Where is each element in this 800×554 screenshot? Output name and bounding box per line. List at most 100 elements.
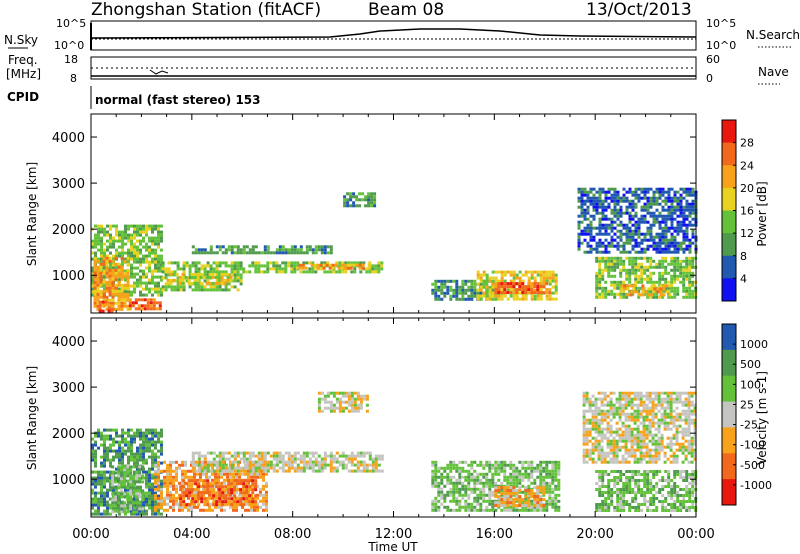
data-cell [91,452,94,456]
data-cell [100,251,103,255]
data-cell [245,451,249,455]
data-cell [491,294,495,298]
data-cell [212,494,216,498]
data-cell [661,274,665,278]
data-cell [160,485,163,489]
data-cell [688,211,692,215]
data-cell [649,289,653,293]
data-cell [591,403,595,407]
noise-panel [90,20,697,51]
data-cell [133,242,136,246]
data-cell [434,499,438,503]
data-cell [443,499,447,503]
data-cell [114,492,118,496]
data-cell [260,454,264,458]
data-cell [98,300,102,304]
data-cell [641,284,645,288]
data-cell [580,193,584,197]
data-cell [588,439,592,443]
data-cell [494,279,498,283]
data-cell [485,475,489,479]
data-cell [248,248,252,252]
data-cell [591,427,595,431]
data-cell [670,226,674,230]
data-cell [676,286,680,290]
data-cell [554,285,558,289]
data-cell [305,270,309,274]
data-cell [619,289,623,293]
data-cell [197,248,201,252]
data-cell [524,294,528,298]
data-cell [218,248,222,252]
data-cell [137,304,141,308]
data-cell [117,262,121,266]
data-cell [136,230,139,234]
data-cell [178,508,181,512]
data-cell [103,227,106,231]
data-cell [679,193,683,197]
data-cell [530,276,534,280]
data-cell [227,482,231,486]
data-cell [643,187,647,191]
data-cell [431,282,435,286]
data-cell [251,463,255,467]
data-cell [434,288,438,292]
data-cell [212,251,216,255]
data-cell [182,497,186,501]
data-cell [470,285,474,289]
data-cell [133,230,136,234]
data-cell [111,271,115,275]
data-cell [302,454,306,458]
data-cell [688,247,692,251]
data-cell [551,502,555,506]
data-cell [658,202,662,206]
data-cell [200,463,204,467]
data-cell [166,478,169,482]
data-cell [197,469,201,473]
data-cell [128,301,132,305]
data-cell [284,261,288,265]
data-cell [224,270,228,274]
data-cell [115,455,118,459]
data-cell [170,285,174,289]
data-cell [141,465,145,469]
data-cell [115,254,118,258]
data-cell [218,261,222,265]
data-cell [452,499,456,503]
data-cell [97,446,100,450]
data-cell [691,235,695,239]
data-cell [257,457,261,461]
data-cell [437,475,441,479]
data-cell [102,295,106,299]
data-cell [111,477,115,481]
data-cell [625,268,629,272]
data-cell [377,264,381,268]
data-cell [114,301,118,305]
data-cell [139,431,142,435]
data-cell [536,291,540,295]
data-cell [118,230,121,234]
data-cell [169,463,172,467]
data-cell [148,500,151,504]
data-cell [124,257,127,261]
data-cell [101,303,105,307]
data-cell [338,463,342,467]
data-cell [224,463,228,467]
data-cell [346,263,350,267]
data-cell [208,484,211,488]
data-cell [527,288,531,292]
data-cell [317,391,321,395]
data-cell [610,274,614,278]
data-cell [449,490,453,494]
data-cell [470,487,474,491]
data-cell [494,276,498,280]
data-cell [133,236,136,240]
data-cell [221,457,225,461]
data-cell [172,496,175,500]
data-cell [91,293,94,297]
data-cell [455,484,459,488]
data-cell [655,250,659,254]
data-cell [661,277,665,281]
data-cell [212,491,216,495]
data-cell [269,454,273,458]
